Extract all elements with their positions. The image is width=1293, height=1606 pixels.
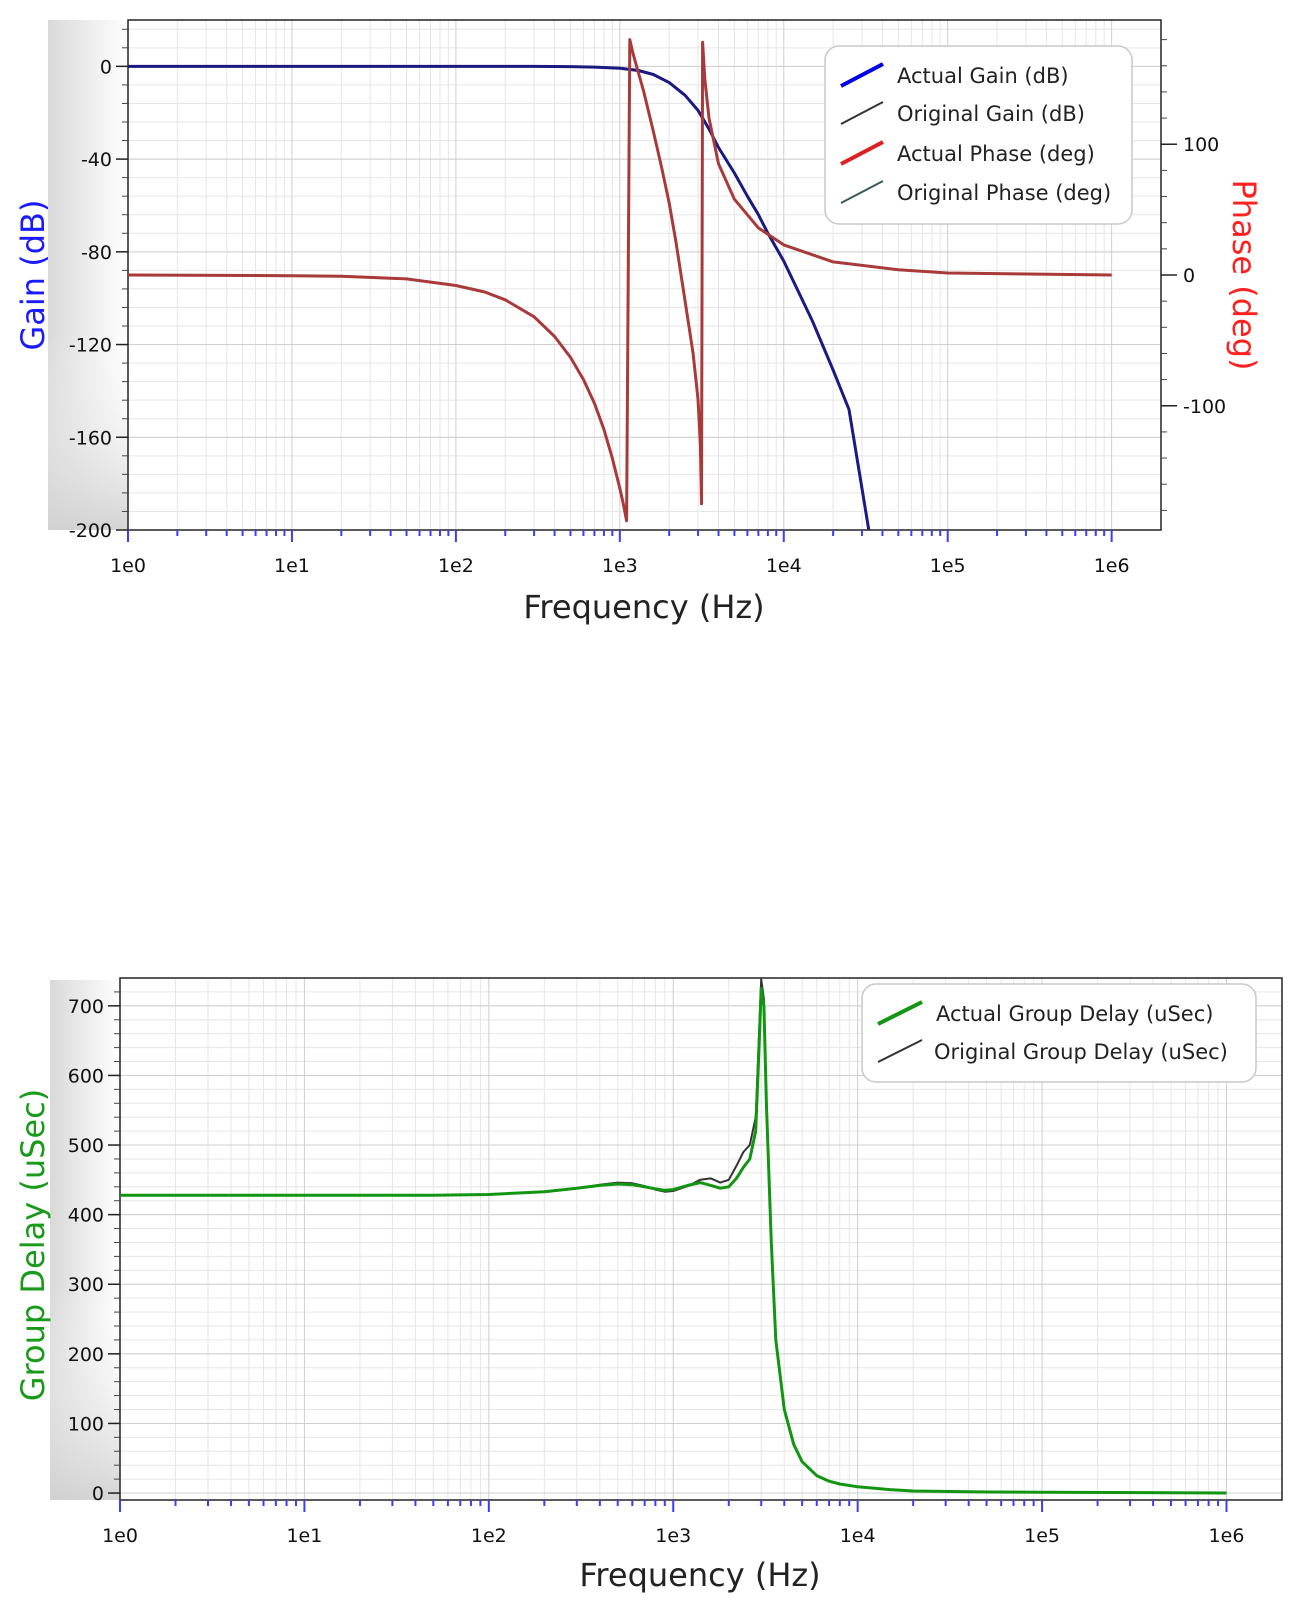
legend-swatch-actual-group-delay — [877, 1000, 923, 1026]
x-tick-label: 1e4 — [840, 1525, 876, 1547]
y-tick-label: 100 — [68, 1413, 104, 1435]
axis-shade-bottom — [50, 1290, 120, 1500]
legend-label-actual-gain: Actual Gain (dB) — [897, 64, 1069, 88]
group-delay-chart: 1e0 1e1 1e2 1e3 1e4 1e5 1e6 700 600 500 400 300 200 1… — [14, 977, 1283, 1594]
y2-tick-label: -100 — [1183, 396, 1226, 418]
y-tick-label: -120 — [69, 335, 112, 357]
x-tick-label: 1e3 — [655, 1525, 691, 1547]
x-tick-label: 1e3 — [602, 555, 638, 577]
x-tick-label: 1e1 — [274, 555, 310, 577]
y-tick-label: 700 — [68, 996, 104, 1018]
y-tick-label: -160 — [69, 427, 112, 449]
y-tick-label: 300 — [68, 1274, 104, 1296]
legend-swatch-original-phase — [840, 180, 884, 204]
x-tick-label: 1e2 — [471, 1525, 507, 1547]
y2-tick-label: 0 — [1183, 265, 1195, 287]
series-actual-gain — [128, 64, 871, 531]
series-actual-phase — [127, 38, 1112, 523]
ticks: 1e0 1e1 1e2 1e3 1e4 1e5 1e6 0 -40 -80 -120 -160 -200… — [69, 28, 1226, 577]
ticks: 1e0 1e1 1e2 1e3 1e4 1e5 1e6 700 600 500 400 300 200 1… — [68, 991, 1245, 1547]
legend-box — [861, 983, 1257, 1083]
series-lines — [127, 38, 1112, 531]
legend-box — [824, 45, 1133, 225]
x-axis-title: Frequency (Hz) — [579, 1556, 820, 1594]
y-tick-label: 0 — [100, 56, 112, 78]
series-lines — [120, 978, 1227, 1495]
y-tick-label: 200 — [68, 1344, 104, 1366]
series-actual-group-delay — [120, 986, 1227, 1495]
x-tick-label: 1e6 — [1209, 1525, 1245, 1547]
y-tick-label: -40 — [81, 149, 112, 171]
legend-label-original-phase: Original Phase (deg) — [897, 181, 1111, 205]
legend-swatch-actual-gain — [840, 62, 884, 88]
y2-tick-label: 100 — [1183, 134, 1219, 156]
y-tick-label: -80 — [81, 242, 112, 264]
y-tick-label: 500 — [68, 1135, 104, 1157]
x-tick-label: 1e1 — [286, 1525, 322, 1547]
x-tick-label: 1e5 — [1024, 1525, 1060, 1547]
bode-chart-panel: 1e0 1e1 1e2 1e3 1e4 1e5 1e6 0 -40 -80 -120 -160 -200… — [0, 0, 1293, 640]
x-tick-label: 1e0 — [110, 555, 146, 577]
legend-swatch-actual-phase — [840, 140, 884, 166]
legend-label-actual-group-delay: Actual Group Delay (uSec) — [936, 1002, 1213, 1026]
y-tick-label: 600 — [68, 1065, 104, 1087]
y-tick-label: -200 — [69, 520, 112, 542]
grid — [119, 978, 1282, 1500]
plot-frame — [119, 977, 1283, 1501]
x-tick-label: 1e2 — [438, 555, 474, 577]
y-tick-label: 400 — [68, 1205, 104, 1227]
axis-shade-bottom — [48, 330, 128, 530]
x-tick-label: 1e6 — [1094, 555, 1130, 577]
x-tick-label: 1e0 — [102, 1525, 138, 1547]
y-axis-title: Group Delay (uSec) — [14, 1089, 52, 1401]
y-axis-title: Gain (dB) — [14, 200, 52, 351]
x-tick-label: 1e5 — [930, 555, 966, 577]
y-tick-label: 0 — [92, 1483, 104, 1505]
y2-axis-title: Phase (deg) — [1225, 180, 1263, 371]
x-axis-title: Frequency (Hz) — [523, 588, 764, 626]
legend: Actual Group Delay (uSec) Original Group… — [861, 983, 1257, 1083]
legend-label-original-gain: Original Gain (dB) — [897, 102, 1085, 126]
x-tick-label: 1e4 — [766, 555, 802, 577]
legend-swatch-original-group-delay — [877, 1039, 923, 1063]
legend-label-original-group-delay: Original Group Delay (uSec) — [934, 1040, 1228, 1064]
legend: Actual Gain (dB) Original Gain (dB) Actu… — [824, 45, 1133, 225]
legend-swatch-original-gain — [840, 101, 884, 125]
legend-label-actual-phase: Actual Phase (deg) — [897, 142, 1095, 166]
bode-chart: 1e0 1e1 1e2 1e3 1e4 1e5 1e6 0 -40 -80 -120 -160 -200… — [14, 19, 1263, 626]
group-delay-chart-panel: 1e0 1e1 1e2 1e3 1e4 1e5 1e6 700 600 500 400 300 200 1… — [0, 960, 1293, 1606]
